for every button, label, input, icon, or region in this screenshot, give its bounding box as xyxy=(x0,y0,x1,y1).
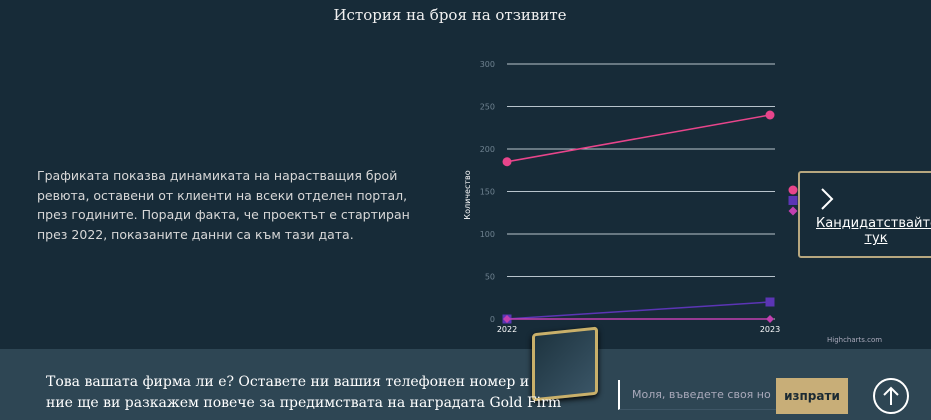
chevron-right-icon xyxy=(821,188,834,210)
send-button[interactable]: изпрати xyxy=(776,378,848,414)
y-tick-label: 200 xyxy=(480,145,495,154)
y-axis-label: Количество xyxy=(463,170,472,219)
legend-symbol[interactable] xyxy=(788,196,798,205)
apply-button[interactable]: Кандидатствайте тук xyxy=(798,171,931,258)
y-tick-label: 0 xyxy=(490,315,495,324)
y-tick-label: 50 xyxy=(485,273,495,282)
y-tick-label: 100 xyxy=(480,230,495,239)
cta-line-1: Това вашата фирма ли е? Оставете ни ваши… xyxy=(46,374,530,390)
series-line[interactable] xyxy=(506,114,771,163)
legend-symbol[interactable] xyxy=(788,206,798,216)
apply-button-label: Кандидатствайте тук xyxy=(816,216,931,246)
cta-text: Това вашата фирма ли е? Оставете ни ваши… xyxy=(46,372,561,414)
series-line[interactable] xyxy=(506,301,771,320)
page-title: История на броя на отзивите xyxy=(333,6,567,24)
data-point[interactable] xyxy=(765,297,775,307)
y-tick-label: 300 xyxy=(480,60,495,69)
y-tick-label: 250 xyxy=(480,103,495,112)
chart-description: Графиката показва динамиката на нараства… xyxy=(37,168,410,242)
bottom-bar xyxy=(0,349,931,420)
data-point[interactable] xyxy=(766,315,774,323)
legend-symbol[interactable] xyxy=(788,185,798,195)
data-point[interactable] xyxy=(503,315,511,323)
x-tick-label: 2022 xyxy=(497,325,517,334)
x-tick-label: 2023 xyxy=(760,325,780,334)
y-tick-label: 150 xyxy=(480,188,495,197)
cta-line-2: ние ще ви разкажем повече за предимстват… xyxy=(46,395,562,411)
arrow-up-icon xyxy=(883,386,899,405)
chart-credits[interactable]: Highcharts.com xyxy=(827,336,882,344)
data-point[interactable] xyxy=(765,110,775,120)
phone-input[interactable]: Моля, въведете своя но xyxy=(618,380,776,410)
scroll-to-top-button[interactable] xyxy=(873,378,909,414)
reviews-chart: 0 50 100 150 200 250 300 2022 2023 Количество Hi… xyxy=(463,60,882,344)
data-point[interactable] xyxy=(502,157,512,167)
